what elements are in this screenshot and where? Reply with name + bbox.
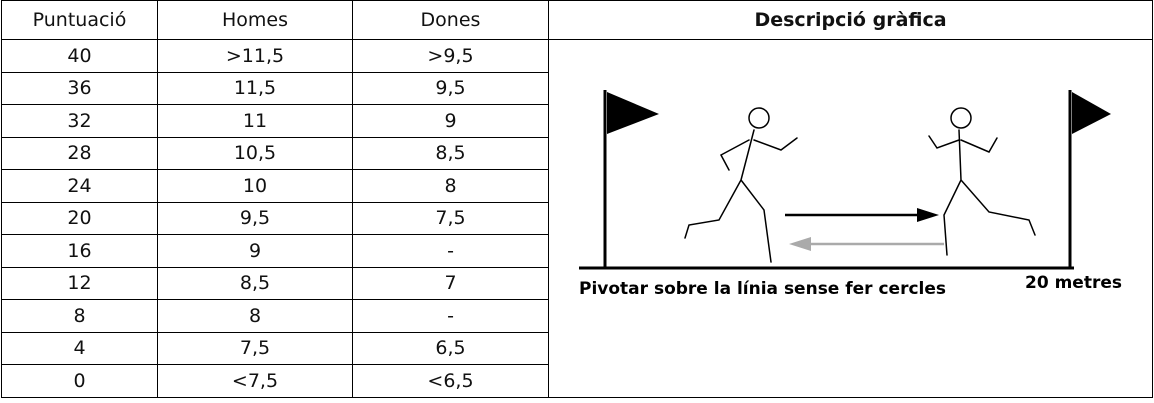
table-row: 12 8,5 7 [1, 266, 1153, 300]
header-row: Puntuació Homes Dones Descripció gràfica [1, 0, 1153, 40]
table-cell: - [352, 234, 549, 268]
table-cell: 8 [352, 169, 549, 203]
table-row: 24 10 8 [1, 169, 1153, 203]
table-cell: 8 [157, 299, 353, 333]
table-cell: 28 [1, 136, 158, 170]
figure-cell: Pivotar sobre la línia sense fer cercles… [548, 39, 1153, 398]
table-cell: 9,5 [352, 71, 549, 105]
table-cell: 11 [157, 104, 353, 138]
table-cell: 12 [1, 266, 158, 300]
table-cell: 24 [1, 169, 158, 203]
table-row: 40 >11,5 >9,5 Pivotar sobre la línia sense… [1, 39, 1153, 398]
header-cell: Dones [352, 0, 549, 40]
table-cell: <7,5 [157, 364, 353, 398]
table-cell: >9,5 [352, 39, 549, 73]
table-row: 4 7,5 6,5 [1, 331, 1153, 365]
table-cell: 16 [1, 234, 158, 268]
table-cell: 9,5 [157, 201, 353, 235]
table-cell: 0 [1, 364, 158, 398]
table-row: 32 11 9 [1, 104, 1153, 138]
table-body: 40 >11,5 >9,5 Pivotar sobre la línia sense… [1, 39, 1153, 398]
table-row: 16 9- [1, 234, 1153, 268]
table-cell: >11,5 [157, 39, 353, 73]
table-cell: 36 [1, 71, 158, 105]
table-cell: 4 [1, 331, 158, 365]
table-cell: 10 [157, 169, 353, 203]
header-cell: Homes [157, 0, 353, 40]
table-cell: 11,5 [157, 71, 353, 105]
table-cell: 40 [1, 39, 158, 73]
figure: Pivotar sobre la línia sense fer cercles… [579, 90, 1122, 299]
table-cell: 8,5 [157, 266, 353, 300]
table-cell: 9 [157, 234, 353, 268]
header-cell: Puntuació [1, 0, 158, 40]
distance-label: 20 metres [1025, 273, 1122, 293]
table-cell: 8 [1, 299, 158, 333]
table-row: 36 11,5 9,5 [1, 71, 1153, 105]
table-row: 0 <7,5 <6,5 [1, 364, 1153, 398]
table-cell: 8,5 [352, 136, 549, 170]
table-row: 20 9,5 7,5 [1, 201, 1153, 235]
table-cell: 32 [1, 104, 158, 138]
table-cell: 7 [352, 266, 549, 300]
table-cell: 7,5 [352, 201, 549, 235]
figure-caption: Pivotar sobre la línia sense fer cercles [579, 279, 946, 299]
header-cell: Descripció gràfica [548, 0, 1153, 40]
table-cell: 7,5 [157, 331, 353, 365]
table-cell: 6,5 [352, 331, 549, 365]
table-cell: <6,5 [352, 364, 549, 398]
table-cell: 10,5 [157, 136, 353, 170]
table-row: 28 10,5 8,5 [1, 136, 1153, 170]
table-cell: 20 [1, 201, 158, 235]
table-cell: - [352, 299, 549, 333]
table-cell: 9 [352, 104, 549, 138]
